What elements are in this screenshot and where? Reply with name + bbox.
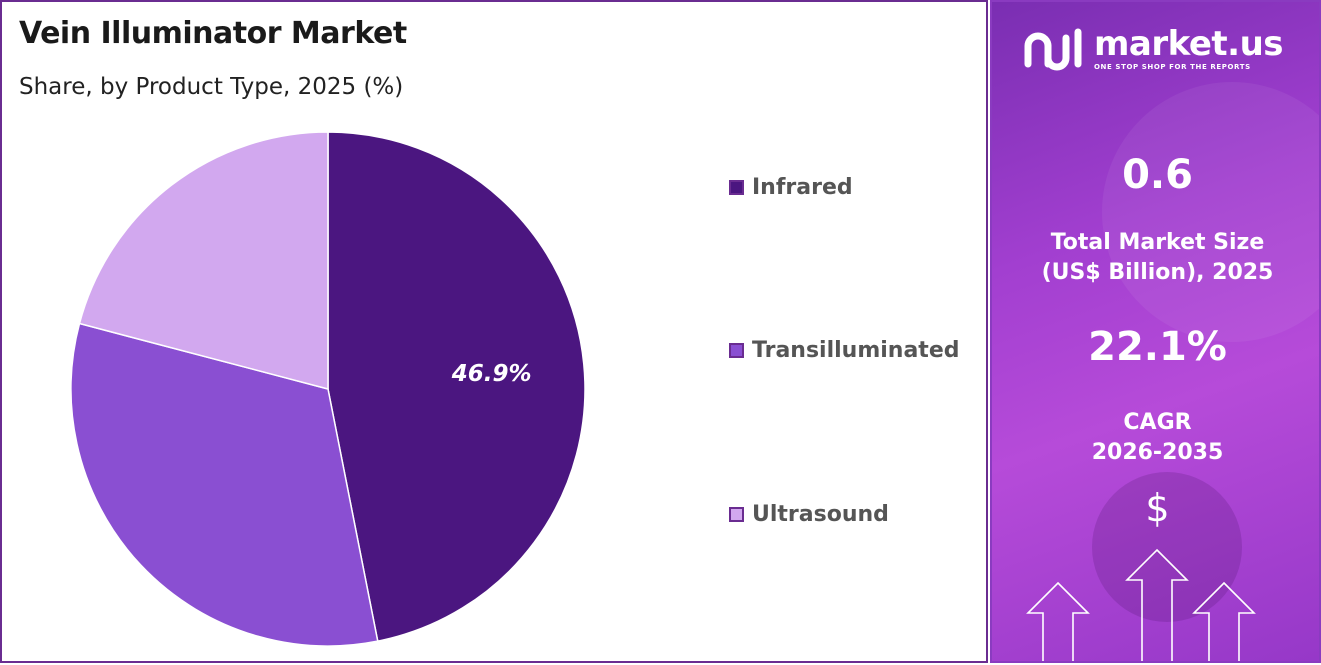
market-size-label-line1: Total Market Size [1050,230,1265,255]
legend-label: Ultrasound [752,502,889,527]
market-size-label-line2: (US$ Billion), 2025 [1041,260,1274,285]
legend-item-ultrasound: Ultrasound [729,502,889,527]
legend-swatch-infrared [729,180,744,195]
cagr-value: 22.1% [1088,324,1227,370]
market-us-logo-icon [1024,28,1082,71]
background-decoration [1102,82,1319,342]
cagr-label-line1: CAGR [1123,410,1192,435]
legend-label: Transilluminated [752,338,960,363]
pie-data-label-infrared: 46.9% [451,361,532,387]
chart-subtitle: Share, by Product Type, 2025 (%) [19,74,404,100]
background-decoration [1092,472,1242,622]
brand-tagline: ONE STOP SHOP FOR THE REPORTS [1094,63,1251,71]
dollar-icon: $ [1145,486,1170,530]
pie-slice-ultrasound [78,131,329,390]
brand-name: market.us [1094,24,1284,64]
growth-arrows-icon [1026,548,1256,661]
pie-chart: 46.9% [70,131,586,647]
pie-slice-infrared [327,131,586,643]
summary-panel: market.us ONE STOP SHOP FOR THE REPORTS … [990,0,1321,663]
chart-title: Vein Illuminator Market [19,16,407,51]
legend-item-infrared: Infrared [729,175,853,200]
market-size-value: 0.6 [1122,152,1193,198]
cagr-label-line2: 2026-2035 [1091,440,1224,465]
legend-swatch-ultrasound [729,507,744,522]
legend-item-transilluminated: Transilluminated [729,338,960,363]
brand-logo: market.us ONE STOP SHOP FOR THE REPORTS [1022,24,1284,74]
legend-swatch-transilluminated [729,343,744,358]
pie-slice-transilluminated [70,322,379,647]
legend-label: Infrared [752,175,853,200]
chart-panel: Vein Illuminator Market Share, by Produc… [0,0,988,663]
